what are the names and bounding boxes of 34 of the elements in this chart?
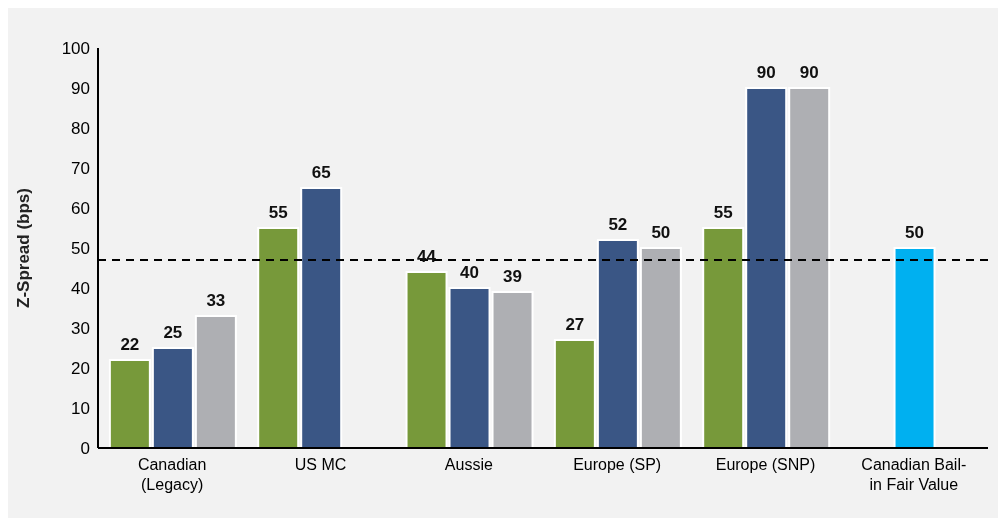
data-label: 27: [565, 315, 585, 334]
data-label: 50: [651, 223, 671, 242]
data-label: 22: [120, 335, 140, 354]
y-axis-title: Z-Spread (bps): [14, 188, 34, 308]
data-label: 90: [799, 63, 819, 82]
y-tick-label: 90: [71, 79, 90, 99]
data-label: 40: [460, 263, 479, 282]
data-label: 39: [503, 267, 522, 286]
data-label: 33: [206, 291, 226, 310]
x-tick-label: US MC: [294, 456, 347, 473]
bar: [893, 247, 936, 448]
y-tick-label: 40: [71, 279, 90, 299]
data-label: 25: [163, 323, 183, 342]
y-tick-label: 100: [61, 39, 90, 59]
data-label: 65: [311, 163, 331, 182]
y-tick-label: 30: [71, 319, 90, 339]
y-tick-label: 50: [71, 239, 90, 259]
data-label: 55: [268, 203, 288, 222]
data-label: 44: [417, 247, 437, 266]
y-tick-label: 80: [71, 119, 90, 139]
y-tick-label: 10: [71, 399, 90, 419]
data-label: 50: [905, 223, 924, 242]
x-tick-label: Europe (SP): [573, 456, 662, 473]
x-tick-label: Aussie: [444, 456, 493, 473]
data-label: 90: [756, 63, 776, 82]
x-tick-label: Canadian Bail-in Fair Value: [861, 456, 967, 493]
y-tick-label: 0: [80, 439, 90, 459]
data-label: 52: [608, 215, 628, 234]
x-tick-label: Europe (SNP): [715, 456, 816, 473]
x-tick-label: Canadian (Legacy): [137, 456, 207, 493]
y-tick-label: 60: [71, 199, 90, 219]
y-tick-label: 70: [71, 159, 90, 179]
y-tick-label: 20: [71, 359, 90, 379]
data-label: 55: [713, 203, 733, 222]
